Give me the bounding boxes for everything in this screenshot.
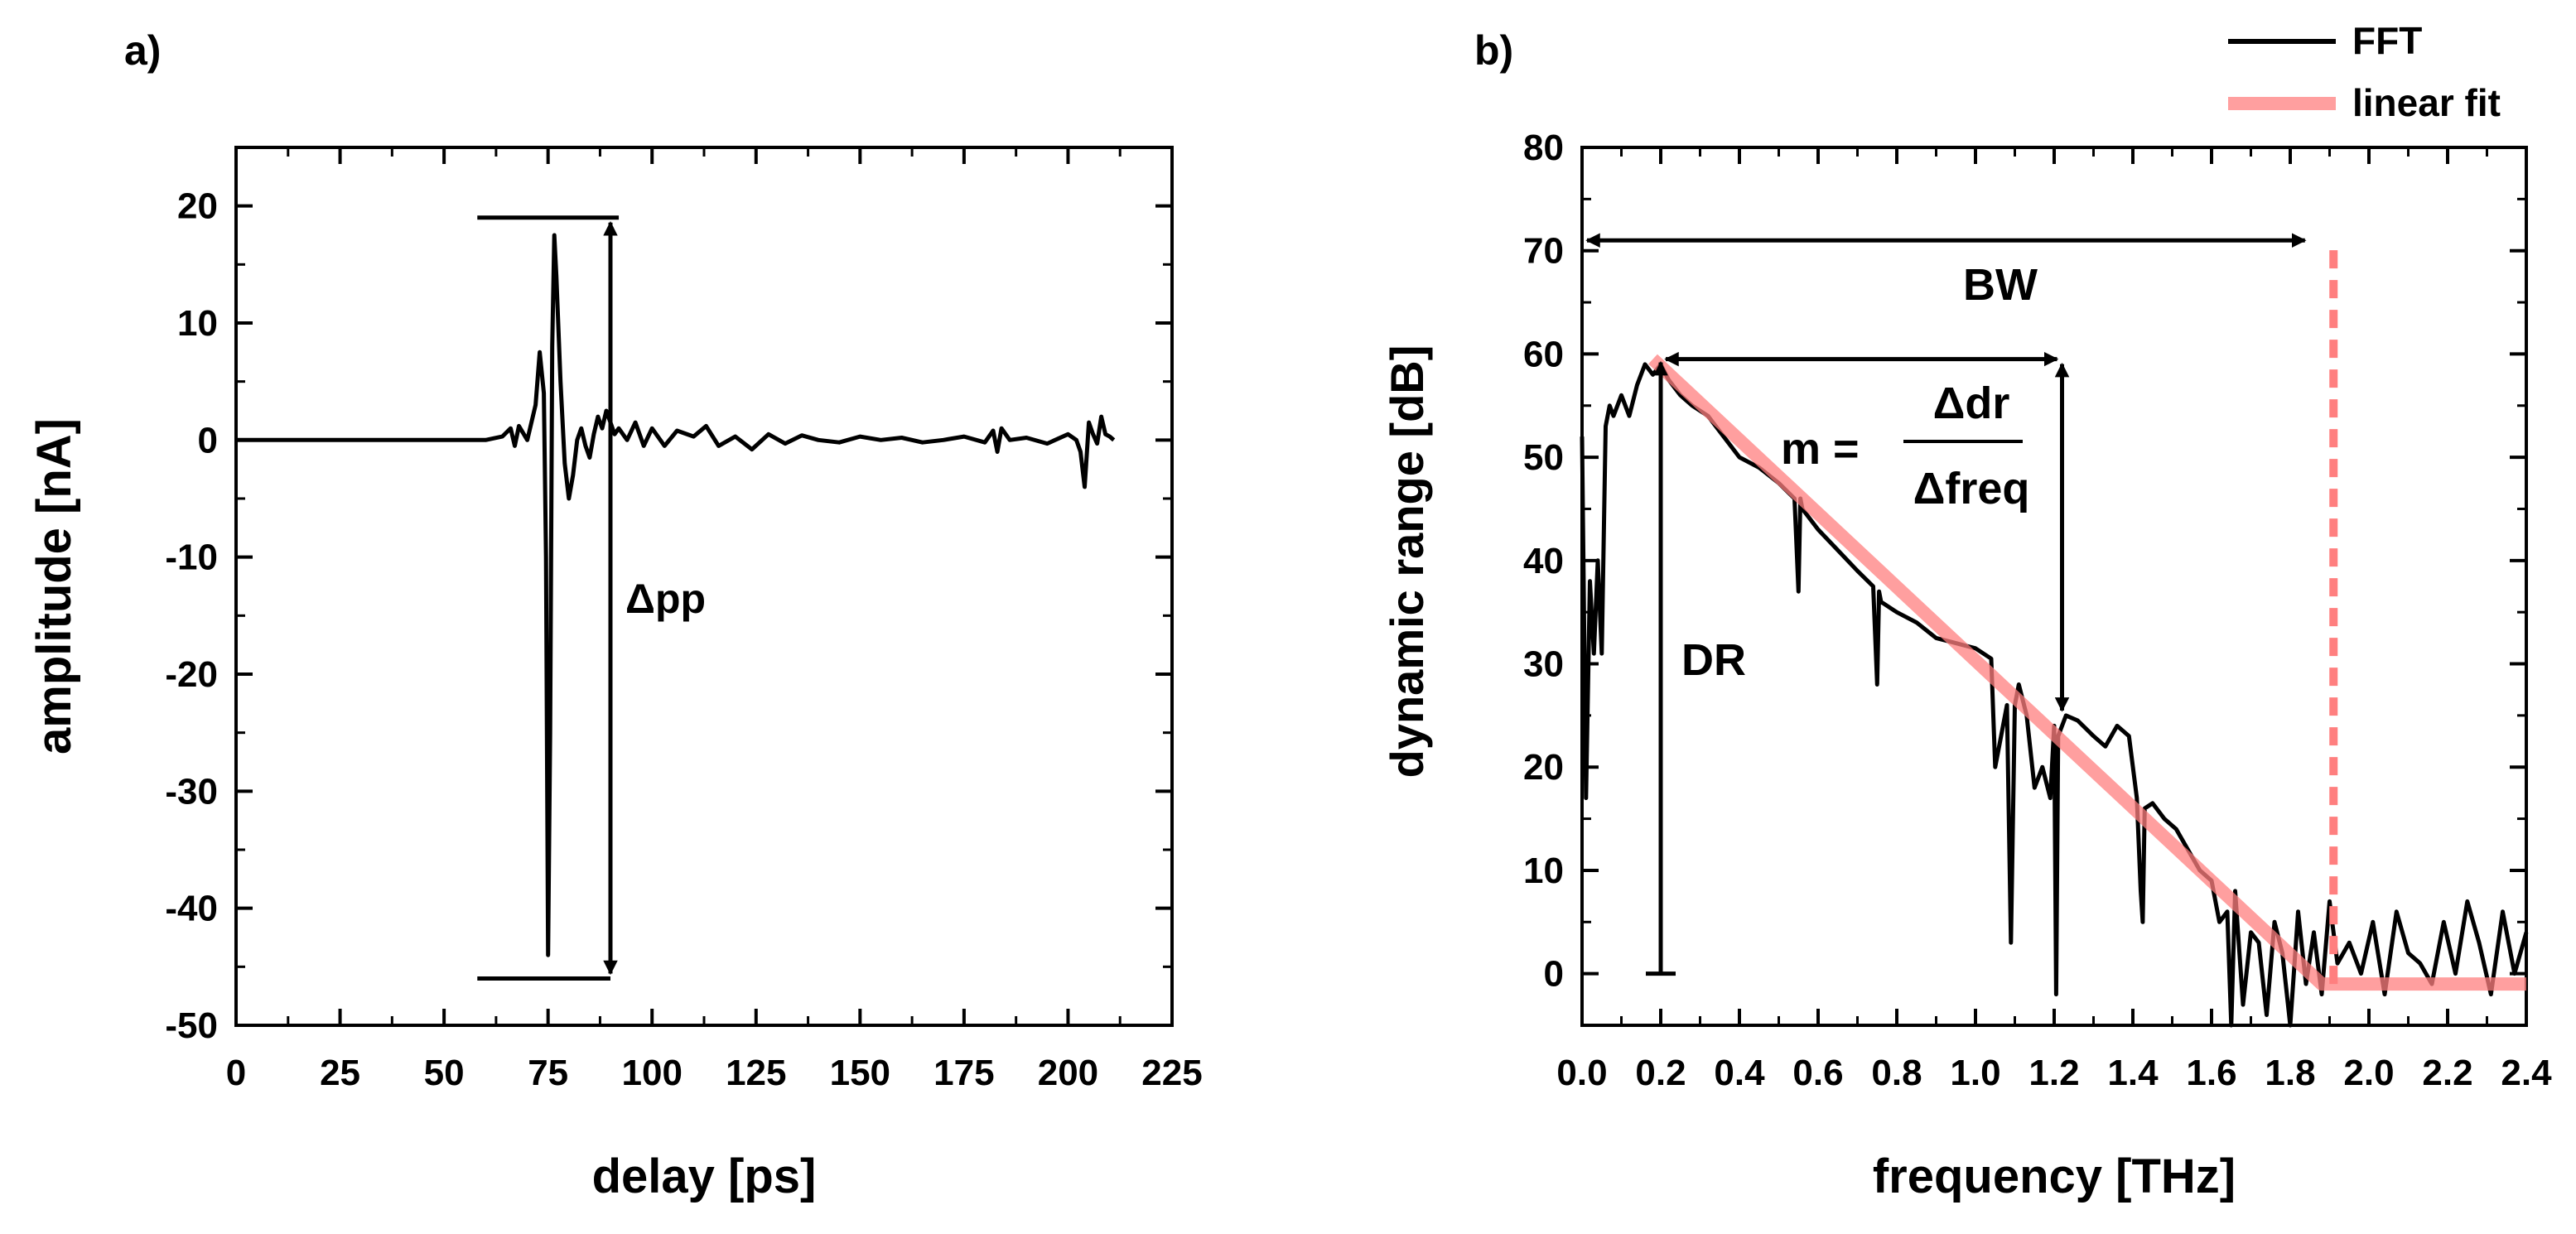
- panel-a-x-axis: 0 25 50 75 100 125 150 175 200 225: [226, 147, 1203, 1093]
- panel-b-bw-label: BW: [1963, 260, 2038, 310]
- panel-b-x-tick-label: 0.2: [1635, 1053, 1686, 1093]
- panel-b-legend: FFT linear fit: [2228, 19, 2501, 124]
- panel-a-y-tick-label: -40: [165, 889, 218, 929]
- panel-b-x-tick-label: 1.0: [1950, 1053, 2000, 1093]
- panel-a-x-tick-label: 225: [1141, 1053, 1202, 1093]
- panel-b-slope-lhs: m =: [1781, 424, 1860, 474]
- panel-b-y-tick-label: 20: [1523, 747, 1564, 788]
- panel-a-y-tick-label: 0: [198, 420, 218, 460]
- panel-b-x-tick-label: 0.8: [1871, 1053, 1922, 1093]
- panel-b-x-tick-label: 0.0: [1556, 1053, 1607, 1093]
- panel-b-x-tick-label: 1.8: [2265, 1053, 2315, 1093]
- panel-a-x-tick-label: 125: [726, 1053, 786, 1093]
- panel-b-x-tick-label: 1.6: [2186, 1053, 2236, 1093]
- panel-b-slope-numerator: Δdr: [1933, 378, 2010, 428]
- panel-a-x-tick-label: 25: [320, 1053, 360, 1093]
- panel-b-chart: b) 0.0 0.2 0.4 0.6 0.8 1.0 1.2 1.4 1.6 1.8 2.0 2.2 2…: [1381, 19, 2552, 1203]
- panel-b-label: b): [1474, 27, 1513, 74]
- panel-a-y-tick-label: -30: [165, 771, 218, 812]
- panel-a-label: a): [124, 27, 161, 74]
- panel-b-x-tick-label: 1.2: [2028, 1053, 2079, 1093]
- panel-a-x-tick-label: 200: [1038, 1053, 1098, 1093]
- panel-b-y-tick-label: 60: [1523, 334, 1564, 374]
- panel-a-y-tick-label: -20: [165, 654, 218, 695]
- panel-b-y-tick-label: 50: [1523, 437, 1564, 478]
- panel-a-y-axis: -50 -40 -30 -20 -10 0 10 20: [165, 186, 1172, 1046]
- panel-b-x-tick-label: 2.2: [2422, 1053, 2472, 1093]
- panel-a-chart: a) 0 25 50 75 100 125 150 175 200 225 -50-40-30-2…: [27, 27, 1203, 1203]
- panel-b-x-tick-label: 0.6: [1792, 1053, 1843, 1093]
- panel-a-y-tick-label: 20: [177, 186, 218, 227]
- panel-b-x-axis-label: frequency [THz]: [1873, 1150, 2236, 1203]
- panel-a-x-tick-label: 100: [622, 1053, 683, 1093]
- panel-b-y-axis: 0 10 20 30 40 50 60 70 80: [1523, 128, 2526, 995]
- panel-a-x-tick-label: 75: [528, 1053, 568, 1093]
- panel-b-fft-line: [1580, 362, 2529, 1028]
- panel-b-annotations: [1585, 233, 2338, 985]
- panel-b-dr-label: DR: [1681, 635, 1746, 685]
- panel-b-x-axis: 0.0 0.2 0.4 0.6 0.8 1.0 1.2 1.4 1.6 1.8 2.0 2.2 2.4: [1556, 147, 2552, 1093]
- legend-linear-fit-label: linear fit: [2352, 81, 2501, 124]
- panel-b-y-tick-label: 0: [1544, 954, 1564, 995]
- panel-b-linear-fit-line: [1648, 354, 2526, 991]
- panel-b-x-tick-label: 0.4: [1714, 1053, 1765, 1093]
- panel-a-annotations: [477, 215, 620, 981]
- legend-fft-label: FFT: [2352, 19, 2422, 62]
- panel-a-y-axis-label: amplitude [nA]: [27, 418, 81, 754]
- panel-a-y-tick-label: 10: [177, 303, 218, 344]
- panel-b-y-axis-label: dynamic range [dB]: [1381, 345, 1433, 778]
- panel-b-x-tick-label: 2.0: [2343, 1053, 2394, 1093]
- panel-a-x-tick-label: 150: [830, 1053, 890, 1093]
- panel-a-x-tick-label: 50: [424, 1053, 465, 1093]
- panel-b-x-tick-label: 1.4: [2107, 1053, 2159, 1093]
- panel-a-signal-line: [236, 233, 1116, 957]
- panel-b-y-tick-label: 30: [1523, 644, 1564, 685]
- panel-a-x-tick-label: 175: [933, 1053, 994, 1093]
- panel-b-y-tick-label: 40: [1523, 541, 1564, 581]
- panel-b-slope-denominator: Δfreq: [1913, 464, 2030, 513]
- panel-a-x-tick-label: 0: [226, 1053, 246, 1093]
- panel-b-x-tick-label: 2.4: [2501, 1053, 2552, 1093]
- panel-a-delta-pp-label: Δpp: [625, 576, 706, 622]
- panel-a-y-tick-label: -50: [165, 1005, 218, 1046]
- panel-b-y-tick-label: 80: [1523, 128, 1564, 168]
- panel-a-y-tick-label: -10: [165, 537, 218, 578]
- panel-b-y-tick-label: 70: [1523, 231, 1564, 272]
- panel-a-x-axis-label: delay [ps]: [592, 1150, 817, 1203]
- panel-b-y-tick-label: 10: [1523, 851, 1564, 891]
